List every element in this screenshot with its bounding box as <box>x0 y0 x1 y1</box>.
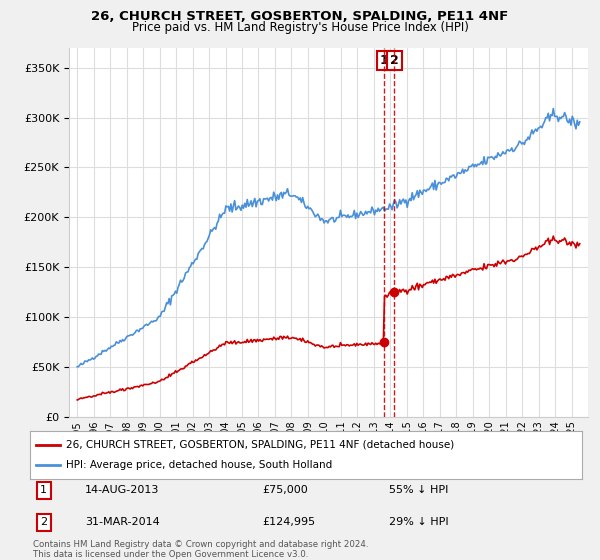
Text: 26, CHURCH STREET, GOSBERTON, SPALDING, PE11 4NF: 26, CHURCH STREET, GOSBERTON, SPALDING, … <box>91 10 509 23</box>
Text: 55% ↓ HPI: 55% ↓ HPI <box>389 485 448 495</box>
Text: 26, CHURCH STREET, GOSBERTON, SPALDING, PE11 4NF (detached house): 26, CHURCH STREET, GOSBERTON, SPALDING, … <box>66 440 454 450</box>
Text: 31-MAR-2014: 31-MAR-2014 <box>85 517 160 528</box>
Text: 2: 2 <box>40 517 47 528</box>
Text: 1: 1 <box>380 54 388 67</box>
Text: HPI: Average price, detached house, South Holland: HPI: Average price, detached house, Sout… <box>66 460 332 470</box>
Text: 14-AUG-2013: 14-AUG-2013 <box>85 485 160 495</box>
Text: £124,995: £124,995 <box>262 517 315 528</box>
Text: 29% ↓ HPI: 29% ↓ HPI <box>389 517 448 528</box>
Text: 2: 2 <box>390 54 399 67</box>
Text: 1: 1 <box>40 485 47 495</box>
Text: £75,000: £75,000 <box>262 485 308 495</box>
Text: Contains HM Land Registry data © Crown copyright and database right 2024.
This d: Contains HM Land Registry data © Crown c… <box>33 540 368 559</box>
Text: Price paid vs. HM Land Registry's House Price Index (HPI): Price paid vs. HM Land Registry's House … <box>131 21 469 34</box>
